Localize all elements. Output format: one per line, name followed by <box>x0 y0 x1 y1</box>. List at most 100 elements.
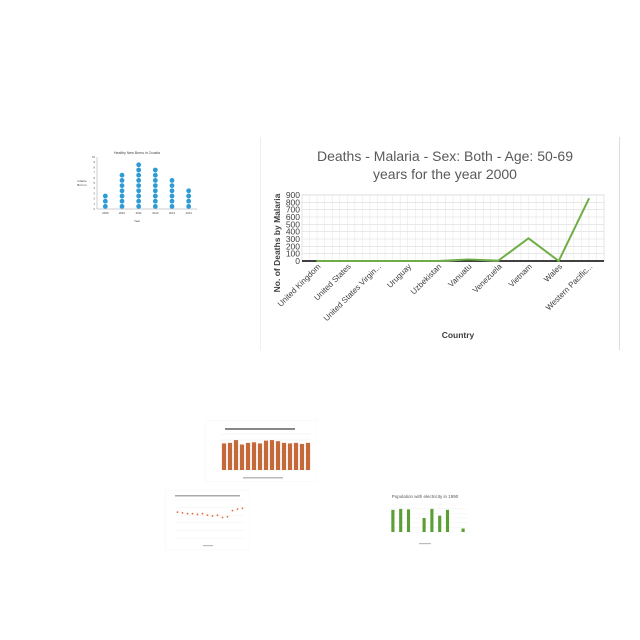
scatter-point <box>191 512 194 515</box>
dot-mark <box>152 183 158 188</box>
y-tick-label: 300 <box>286 234 300 244</box>
y-tick-label: 800 <box>286 197 300 207</box>
elec-bar <box>399 508 403 532</box>
dot-y-tick: 0 <box>94 207 96 211</box>
line-point <box>437 260 439 262</box>
bar-mark <box>227 442 233 470</box>
dot-mark <box>169 188 175 194</box>
main-chart-ylabel: No. of Deaths by Malaria <box>272 193 282 292</box>
y-tick-label: 700 <box>286 205 300 215</box>
dot-mark <box>119 172 125 178</box>
dot-mark <box>152 167 158 173</box>
scatter-point <box>236 508 239 511</box>
dot-chart-card: Healthy New Borns in Croatia Infants Bor… <box>72 145 202 235</box>
dot-mark <box>136 188 142 194</box>
x-tick-label: Vietnam <box>507 262 534 289</box>
electricity-chart-title: Population with electricity in 1990 <box>392 494 459 499</box>
scatter-point <box>186 512 189 515</box>
dot-mark <box>119 188 125 194</box>
dot-x-tick: 2009 <box>102 211 109 215</box>
scatter-point <box>216 514 219 517</box>
main-chart-xlabel: Country <box>442 330 475 340</box>
y-tick-label: 100 <box>286 249 300 259</box>
dot-x-tick: 2014 <box>186 211 193 215</box>
bar-mark <box>269 440 275 470</box>
dot-x-tick: 2012 <box>152 211 159 215</box>
dot-mark <box>102 204 108 209</box>
y-tick-label: 400 <box>286 227 300 237</box>
dot-mark <box>102 193 108 199</box>
line-point <box>497 259 500 262</box>
dot-mark <box>152 198 158 204</box>
dot-y-tick: 7 <box>94 171 96 175</box>
x-tick-label: Uruguay <box>385 262 413 290</box>
dot-mark <box>119 204 125 209</box>
y-tick-label: 600 <box>286 212 300 222</box>
elec-bar <box>445 509 450 532</box>
scatter-point <box>176 511 179 514</box>
dot-chart-ylabel-2: Born in <box>77 183 87 187</box>
line-point <box>467 258 469 261</box>
bar-mark <box>233 440 239 470</box>
elec-bar <box>391 509 395 532</box>
dot-mark <box>186 193 192 199</box>
dot-chart-title: Healthy New Borns in Croatia <box>114 151 160 155</box>
line-point <box>557 260 560 262</box>
dot-mark <box>119 183 125 188</box>
dot-mark <box>136 183 142 188</box>
dot-mark <box>152 188 158 194</box>
bar-mark <box>221 443 227 470</box>
y-tick-label: 200 <box>286 241 300 251</box>
y-tick-label: 900 <box>286 190 300 200</box>
bar-mark <box>281 442 287 470</box>
scatter-point <box>226 515 229 518</box>
dot-mark <box>136 172 142 178</box>
elec-bar <box>461 528 465 532</box>
x-tick-label: United Kingdom <box>276 262 323 309</box>
bar-mark <box>305 442 311 470</box>
scatter-point <box>241 507 244 510</box>
elec-bar <box>438 515 442 532</box>
dot-mark <box>169 198 175 204</box>
elec-bar <box>430 508 434 532</box>
dot-y-tick: 5 <box>94 181 96 185</box>
line-point <box>376 260 379 262</box>
bar-chart-card <box>205 420 317 482</box>
bar-mark <box>293 442 299 470</box>
electricity-chart: Population with electricity in 1990 <box>389 494 467 545</box>
line-point <box>346 260 349 262</box>
dot-y-tick: 4 <box>94 186 96 190</box>
dot-mark <box>169 183 175 188</box>
x-tick-label: Wales <box>542 262 564 284</box>
x-tick-label: Venezuela <box>471 262 504 295</box>
elec-bar <box>422 518 426 532</box>
dot-mark <box>169 178 175 183</box>
dot-mark <box>186 204 192 209</box>
scatter-point <box>211 515 214 517</box>
dot-chart: Healthy New Borns in Croatia Infants Bor… <box>77 151 197 223</box>
scatter-point <box>201 512 204 515</box>
y-tick-label: 500 <box>286 219 300 229</box>
scatter-point <box>206 514 209 517</box>
dot-mark <box>119 178 125 183</box>
dot-x-tick: 2010 <box>119 211 126 215</box>
bar-mark <box>299 443 305 470</box>
x-tick-label: Vanuatu <box>446 262 473 289</box>
bar-mark <box>251 442 257 470</box>
dot-chart-xlabel: Year <box>134 219 140 223</box>
bar-mark <box>257 443 263 470</box>
x-tick-label: Uzbekistan <box>409 262 443 296</box>
scatter-point <box>196 513 199 516</box>
dot-mark <box>102 198 108 204</box>
main-chart-title-line1: Deaths - Malaria - Sex: Both - Age: 50-6… <box>317 148 573 164</box>
main-chart-title-line2: years for the year 2000 <box>373 166 517 182</box>
dot-mark <box>136 193 142 199</box>
dot-mark <box>152 172 158 178</box>
dot-mark <box>186 188 192 194</box>
scatter-point <box>231 509 234 512</box>
line-point <box>316 260 318 262</box>
dot-y-tick: 10 <box>92 155 95 159</box>
dot-mark <box>152 178 158 183</box>
dot-mark <box>119 193 125 199</box>
dot-mark <box>136 162 142 168</box>
